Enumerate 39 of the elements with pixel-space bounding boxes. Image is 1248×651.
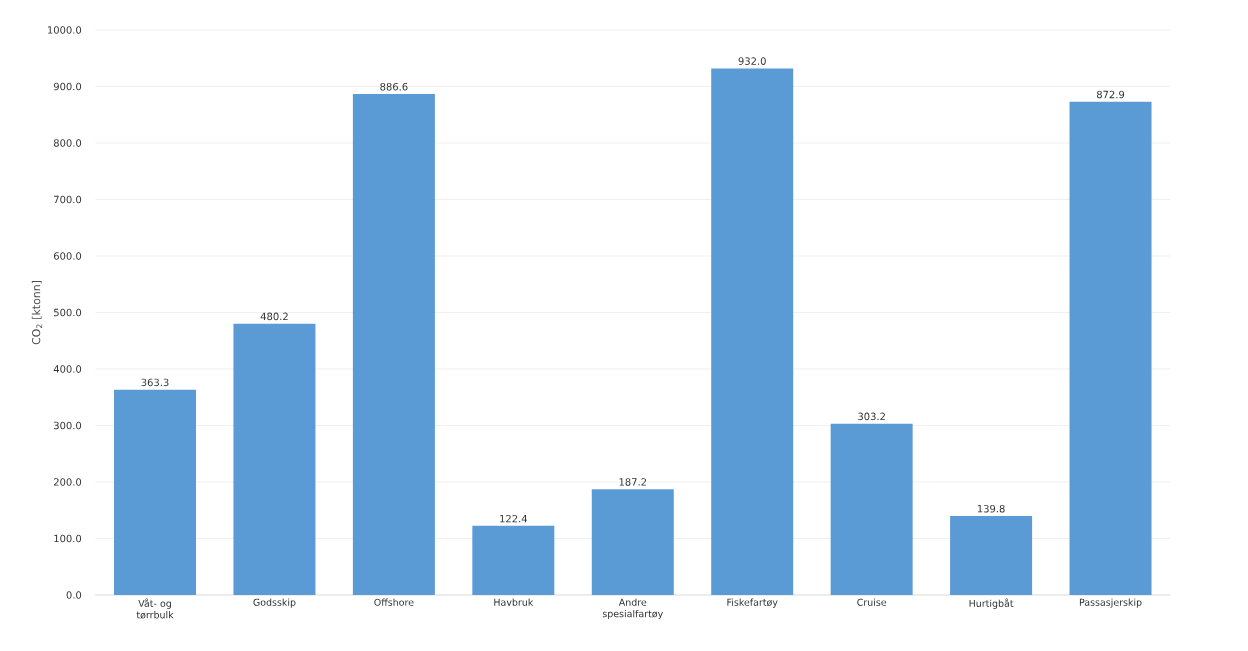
data-label: 122.4 [500, 514, 528, 523]
bar [1069, 101, 1152, 595]
x-tick-label: Våt- og tørrbulk [136, 598, 174, 619]
data-label: 187.2 [619, 478, 647, 486]
y-tick-label: 400.0 [53, 365, 82, 373]
y-tick-label: 500.0 [54, 308, 82, 317]
bar [950, 516, 1033, 595]
bar [114, 389, 197, 595]
y-tick-label: 0.0 [66, 591, 82, 599]
data-label: 886.6 [380, 82, 408, 91]
x-tick-label: Cruise [857, 598, 887, 606]
data-label: 303.2 [858, 412, 885, 421]
y-axis-title: CO$_{2}$ [ktonn] [31, 280, 43, 345]
x-tick-label: Offshore [374, 598, 414, 606]
y-tick-label: 700.0 [54, 195, 82, 204]
y-tick-label: 200.0 [53, 478, 82, 486]
bar [830, 423, 913, 595]
x-tick-label: Hurtigbåt [969, 598, 1014, 609]
bar [352, 94, 435, 595]
data-label: 872.9 [1096, 90, 1125, 99]
data-label: 139.8 [977, 504, 1005, 513]
y-tick-label: 600.0 [53, 252, 82, 260]
bar [472, 525, 555, 595]
data-label: 363.3 [141, 378, 169, 387]
y-tick-label: 100.0 [54, 534, 82, 543]
bar [591, 489, 674, 595]
x-tick-label: Fiskefartøy [727, 598, 778, 608]
y-tick-label: 1000.0 [48, 26, 82, 34]
data-label: 480.2 [260, 312, 288, 321]
y-tick-label: 300.0 [54, 421, 82, 430]
x-tick-label: Havbruk [494, 598, 534, 606]
bar [233, 323, 316, 595]
x-tick-label: Godsskip [253, 598, 296, 608]
bar [711, 68, 794, 595]
data-label: 932.0 [738, 57, 766, 65]
x-tick-label: Andre spesialfartøy [602, 598, 663, 620]
x-tick-label: Passasjerskip [1079, 598, 1142, 608]
y-tick-label: 800.0 [53, 139, 82, 147]
y-tick-label: 900.0 [53, 82, 82, 91]
